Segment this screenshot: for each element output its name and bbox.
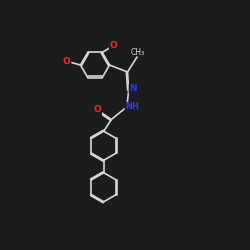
Text: N: N [130,84,137,93]
Text: CH₃: CH₃ [130,48,144,57]
Text: O: O [94,106,102,114]
Text: NH: NH [125,102,139,112]
Text: O: O [63,57,71,66]
Text: O: O [110,41,118,50]
